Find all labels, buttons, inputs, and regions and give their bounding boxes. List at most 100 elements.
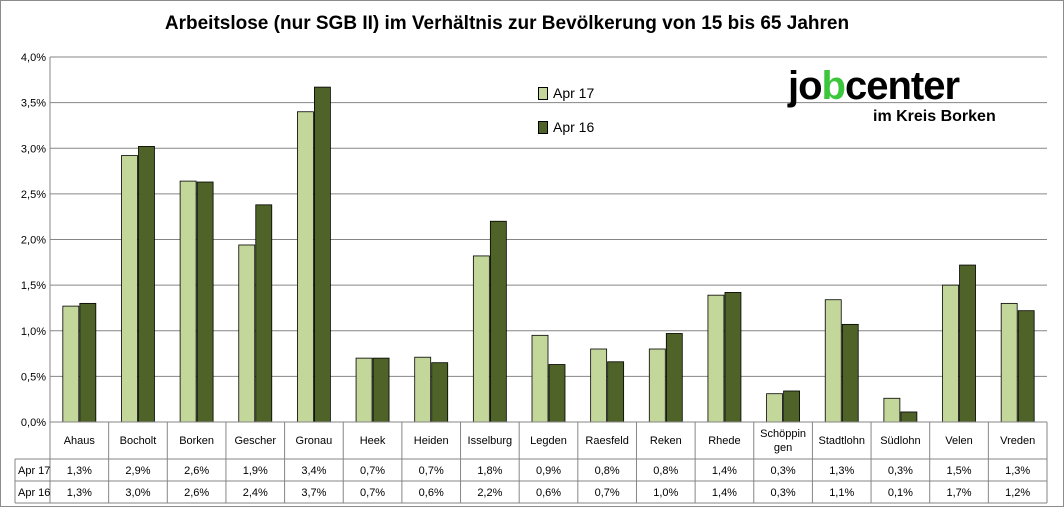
logo-subtitle: im Kreis Borken xyxy=(873,108,996,125)
table-cell-value: 1,3% xyxy=(1005,465,1030,477)
legend-swatch-apr16 xyxy=(538,120,548,134)
bar-apr17 xyxy=(297,111,314,423)
table-cell-value: 0,6% xyxy=(536,487,561,499)
bar-apr16 xyxy=(959,264,976,423)
legend-item-apr16: Apr 16 xyxy=(538,110,594,144)
bar-apr16 xyxy=(79,302,97,423)
table-cell-value: 1,9% xyxy=(243,465,268,477)
x-category-label: Vreden xyxy=(1000,435,1035,447)
bar-apr16 xyxy=(314,86,331,423)
x-category-label: Ahaus xyxy=(64,435,96,447)
table-cell-value: 1,3% xyxy=(829,465,854,477)
table-cell-value: 1,4% xyxy=(712,487,737,499)
bar-apr17 xyxy=(766,393,783,423)
table-cell-value: 1,3% xyxy=(67,487,92,499)
table-cell-value: 0,3% xyxy=(888,465,913,477)
bar-apr17 xyxy=(472,255,490,423)
bar-apr17 xyxy=(590,348,608,423)
bar-apr17 xyxy=(707,294,725,423)
bar-apr17 xyxy=(531,334,549,423)
x-category-label: Raesfeld xyxy=(585,435,628,447)
x-category-label: Isselburg xyxy=(468,435,513,447)
bar-apr17 xyxy=(121,155,138,423)
x-category-label: Heek xyxy=(360,435,386,447)
x-category-label: Südlohn xyxy=(880,435,920,447)
y-tick-label: 3,5% xyxy=(21,98,46,110)
table-cell-value: 2,2% xyxy=(477,487,502,499)
x-category-label: Rhede xyxy=(708,435,740,447)
bar-apr16 xyxy=(783,390,800,423)
legend: Apr 17 Apr 16 xyxy=(538,76,594,144)
table-cell-value: 0,8% xyxy=(653,465,678,477)
bar-apr17 xyxy=(883,397,901,423)
logo-text-post: center xyxy=(844,64,960,108)
table-cell-value: 0,7% xyxy=(595,487,620,499)
bar-apr16 xyxy=(372,357,390,423)
y-tick-label: 2,0% xyxy=(21,235,46,247)
x-category-label: gen xyxy=(774,442,792,454)
x-category-label: Stadtlohn xyxy=(818,435,864,447)
bar-apr16 xyxy=(431,362,449,423)
x-category-label: Heiden xyxy=(414,435,449,447)
x-category-label: Legden xyxy=(530,435,567,447)
table-cell-value: 0,6% xyxy=(419,487,444,499)
table-cell-value: 0,3% xyxy=(771,487,796,499)
x-category-label: Gescher xyxy=(234,435,276,447)
table-cell-value: 0,1% xyxy=(888,487,913,499)
bar-apr16 xyxy=(196,181,214,423)
y-tick-label: 0,5% xyxy=(21,371,46,383)
x-category-label: Velen xyxy=(945,435,973,447)
legend-label-apr16: Apr 16 xyxy=(553,119,595,135)
legend-label-apr17: Apr 17 xyxy=(553,85,595,101)
y-tick-label: 0,0% xyxy=(21,417,46,429)
table-cell-value: 2,6% xyxy=(184,487,209,499)
x-category-label: Schöppin xyxy=(760,428,806,440)
y-tick-label: 4,0% xyxy=(21,52,46,64)
table-row-label: Apr 16 xyxy=(18,487,50,499)
table-cell-value: 0,8% xyxy=(595,465,620,477)
bar-apr16 xyxy=(255,204,273,423)
bar-apr16 xyxy=(489,220,507,423)
table-cell-value: 1,1% xyxy=(829,487,854,499)
table-cell-value: 0,7% xyxy=(419,465,444,477)
bar-apr16 xyxy=(724,292,742,423)
bar-apr17 xyxy=(238,244,256,423)
x-category-label: Reken xyxy=(650,435,682,447)
table-cell-value: 1,8% xyxy=(477,465,502,477)
legend-item-apr17: Apr 17 xyxy=(538,76,594,110)
bar-apr17 xyxy=(414,356,432,423)
y-tick-label: 3,0% xyxy=(21,143,46,155)
table-cell-value: 2,9% xyxy=(125,465,150,477)
table-cell-value: 0,3% xyxy=(771,465,796,477)
table-cell-value: 1,7% xyxy=(946,487,971,499)
table-cell-value: 1,4% xyxy=(712,465,737,477)
bar-apr17 xyxy=(648,348,666,423)
table-cell-value: 3,4% xyxy=(301,465,326,477)
table-cell-value: 0,9% xyxy=(536,465,561,477)
table-cell-value: 1,2% xyxy=(1005,487,1030,499)
table-cell-value: 3,7% xyxy=(301,487,326,499)
logo-wordmark: jobcenter xyxy=(788,62,960,110)
bar-apr16 xyxy=(548,364,566,423)
bar-apr16 xyxy=(138,146,155,423)
bar-apr17 xyxy=(355,357,373,423)
logo-text-pre: jo xyxy=(788,64,823,108)
bar-apr17 xyxy=(179,180,197,423)
x-category-label: Borken xyxy=(179,435,214,447)
table-cell-value: 0,7% xyxy=(360,465,385,477)
y-tick-label: 2,5% xyxy=(21,189,46,201)
table-cell-value: 1,3% xyxy=(67,465,92,477)
bar-apr16 xyxy=(841,323,859,423)
table-row-label: Apr 17 xyxy=(18,465,50,477)
legend-swatch-apr17 xyxy=(538,86,548,100)
table-cell-value: 1,5% xyxy=(946,465,971,477)
jobcenter-logo: jobcenter im Kreis Borken xyxy=(788,62,1038,132)
bar-apr17 xyxy=(1000,302,1018,423)
table-cell-value: 2,4% xyxy=(243,487,268,499)
y-tick-label: 1,0% xyxy=(21,326,46,338)
bar-apr17 xyxy=(824,299,842,423)
bar-apr16 xyxy=(665,333,683,423)
chart-title: Arbeitslose (nur SGB II) im Verhältnis z… xyxy=(164,13,850,34)
bar-apr16 xyxy=(607,361,625,423)
